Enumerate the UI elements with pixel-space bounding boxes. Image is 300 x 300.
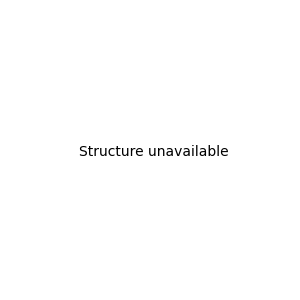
Text: Structure unavailable: Structure unavailable [79, 145, 229, 158]
